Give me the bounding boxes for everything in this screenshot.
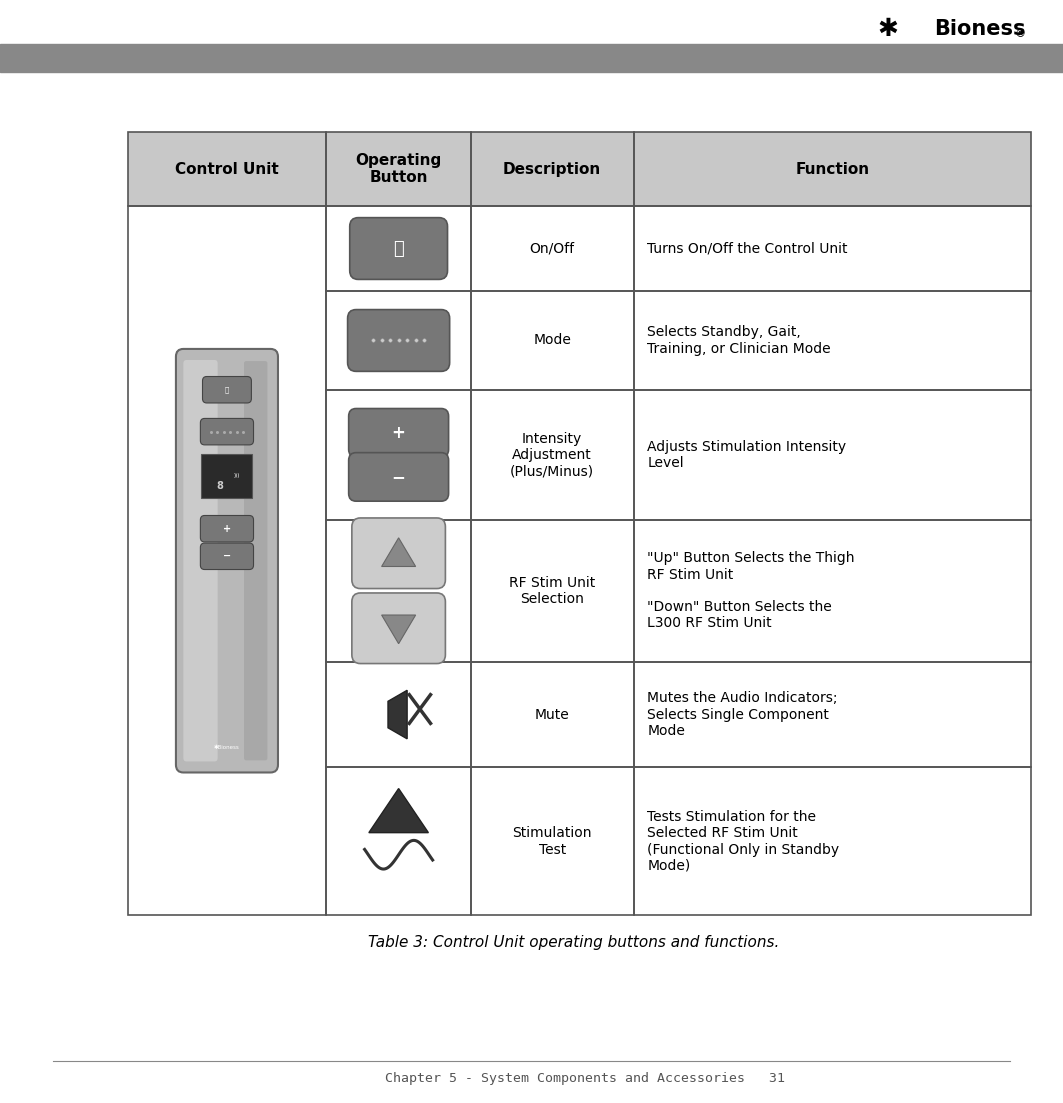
Bar <box>471 768 634 915</box>
Bar <box>471 132 634 206</box>
Text: Description: Description <box>503 162 602 176</box>
Text: Control Unit: Control Unit <box>175 162 279 176</box>
Bar <box>634 768 1031 915</box>
Bar <box>634 291 1031 389</box>
Text: Function: Function <box>795 162 870 176</box>
Bar <box>326 389 471 520</box>
Polygon shape <box>388 690 407 739</box>
Bar <box>202 453 253 497</box>
FancyBboxPatch shape <box>175 349 279 772</box>
Bar <box>0 44 1063 72</box>
FancyBboxPatch shape <box>352 518 445 589</box>
Text: Intensity
Adjustment
(Plus/Minus): Intensity Adjustment (Plus/Minus) <box>510 431 594 478</box>
Text: Adjusts Stimulation Intensity
Level: Adjusts Stimulation Intensity Level <box>647 440 846 470</box>
Text: Tests Stimulation for the
Selected RF Stim Unit
(Functional Only in Standby
Mode: Tests Stimulation for the Selected RF St… <box>647 811 840 872</box>
Polygon shape <box>382 538 416 567</box>
FancyBboxPatch shape <box>183 360 218 761</box>
Bar <box>634 132 1031 206</box>
Bar <box>634 291 1031 389</box>
Bar <box>326 291 471 389</box>
Bar <box>634 206 1031 291</box>
Text: Chapter 5 - System Components and Accessories   31: Chapter 5 - System Components and Access… <box>385 1072 784 1085</box>
Text: Bioness: Bioness <box>934 19 1026 39</box>
Bar <box>471 206 634 291</box>
Bar <box>634 520 1031 662</box>
Bar <box>326 520 471 662</box>
Text: Stimulation
Test: Stimulation Test <box>512 826 592 857</box>
Bar <box>326 389 471 520</box>
Bar <box>471 662 634 768</box>
FancyBboxPatch shape <box>200 543 253 569</box>
Bar <box>326 291 471 389</box>
Bar <box>326 132 471 206</box>
Bar <box>634 389 1031 520</box>
FancyBboxPatch shape <box>349 408 449 457</box>
FancyBboxPatch shape <box>200 515 253 542</box>
Polygon shape <box>369 789 428 833</box>
Bar <box>634 768 1031 915</box>
FancyBboxPatch shape <box>202 376 251 403</box>
Text: RF Stim Unit
Selection: RF Stim Unit Selection <box>509 576 595 606</box>
Text: ⏻: ⏻ <box>225 386 229 393</box>
Bar <box>128 206 326 915</box>
Text: −: − <box>223 552 231 561</box>
Polygon shape <box>382 615 416 644</box>
FancyBboxPatch shape <box>350 217 448 279</box>
Bar <box>326 206 471 291</box>
Bar <box>634 206 1031 291</box>
Bar <box>471 291 634 389</box>
Text: ✱: ✱ <box>877 17 898 41</box>
Bar <box>471 520 634 662</box>
Bar <box>634 389 1031 520</box>
Text: −: − <box>391 468 406 486</box>
Bar <box>128 206 326 915</box>
Bar <box>634 662 1031 768</box>
Text: 8: 8 <box>216 481 223 491</box>
Bar <box>634 132 1031 206</box>
Bar <box>471 206 634 291</box>
Text: Operating
Button: Operating Button <box>355 153 442 185</box>
FancyBboxPatch shape <box>200 418 253 445</box>
Bar <box>128 132 326 206</box>
Text: Selects Standby, Gait,
Training, or Clinician Mode: Selects Standby, Gait, Training, or Clin… <box>647 325 831 355</box>
Bar <box>326 520 471 662</box>
FancyBboxPatch shape <box>348 310 450 372</box>
Text: +: + <box>223 524 231 534</box>
Text: +: + <box>391 424 406 442</box>
Text: ⏻: ⏻ <box>393 239 404 257</box>
Bar <box>471 662 634 768</box>
Bar <box>326 768 471 915</box>
Text: ®: ® <box>1015 29 1026 39</box>
Text: On/Off: On/Off <box>529 242 575 256</box>
Text: ))): ))) <box>234 473 239 479</box>
FancyBboxPatch shape <box>352 593 445 664</box>
Bar <box>634 662 1031 768</box>
Bar <box>326 662 471 768</box>
Bar <box>326 768 471 915</box>
Bar <box>471 389 634 520</box>
FancyBboxPatch shape <box>244 361 268 760</box>
Text: Mode: Mode <box>534 333 571 347</box>
Bar <box>471 520 634 662</box>
Bar <box>634 520 1031 662</box>
FancyBboxPatch shape <box>349 452 449 501</box>
Bar <box>326 662 471 768</box>
Text: Table 3: Control Unit operating buttons and functions.: Table 3: Control Unit operating buttons … <box>369 935 779 951</box>
Bar <box>471 768 634 915</box>
Bar <box>128 132 326 206</box>
Text: Mute: Mute <box>535 707 570 721</box>
Text: Mutes the Audio Indicators;
Selects Single Component
Mode: Mutes the Audio Indicators; Selects Sing… <box>647 692 838 738</box>
Text: "Up" Button Selects the Thigh
RF Stim Unit

"Down" Button Selects the
L300 RF St: "Up" Button Selects the Thigh RF Stim Un… <box>647 552 855 630</box>
Bar <box>471 389 634 520</box>
Bar <box>326 132 471 206</box>
Bar <box>471 132 634 206</box>
Bar <box>326 206 471 291</box>
Text: Turns On/Off the Control Unit: Turns On/Off the Control Unit <box>647 242 848 256</box>
Bar <box>471 291 634 389</box>
Text: ✱Bioness: ✱Bioness <box>214 745 240 750</box>
